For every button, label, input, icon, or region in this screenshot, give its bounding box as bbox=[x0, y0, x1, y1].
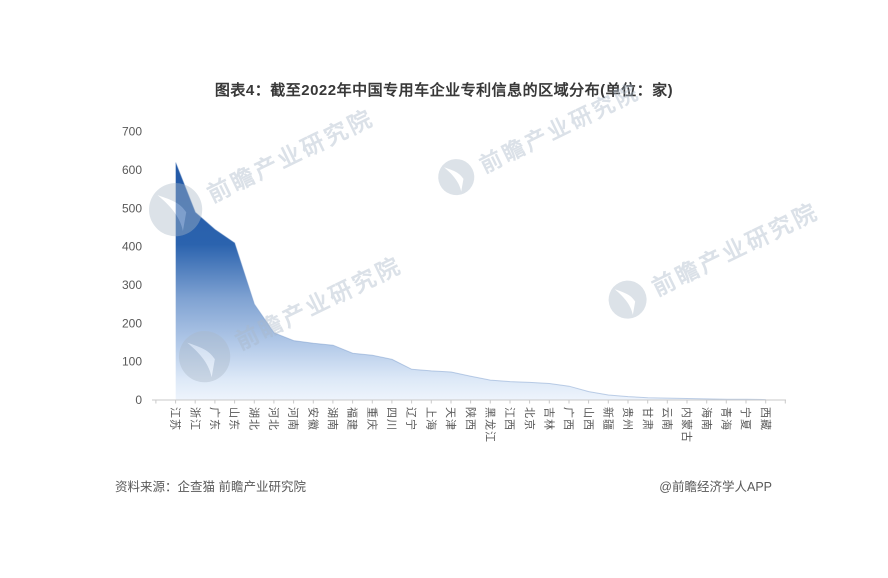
x-axis-label: 青海 bbox=[720, 407, 734, 431]
x-axis-label: 江苏 bbox=[169, 407, 182, 431]
x-axis-label: 黑龙江 bbox=[483, 407, 496, 443]
x-axis-label: 吉林 bbox=[542, 407, 556, 431]
x-axis-label: 重庆 bbox=[365, 407, 379, 431]
x-axis-label: 广东 bbox=[208, 407, 221, 431]
x-axis-label: 贵州 bbox=[621, 407, 634, 431]
x-axis-label: 山西 bbox=[582, 407, 595, 431]
x-axis-label: 河南 bbox=[287, 407, 300, 431]
chart-title: 图表4：截至2022年中国专用车企业专利信息的区域分布(单位：家) bbox=[214, 82, 674, 99]
x-axis-label: 海南 bbox=[700, 407, 714, 431]
y-axis-label: 700 bbox=[122, 125, 142, 139]
y-axis-label: 500 bbox=[122, 201, 142, 215]
area-series-fill bbox=[175, 162, 766, 400]
x-axis-label: 陕西 bbox=[464, 407, 478, 431]
x-axis-label: 西藏 bbox=[759, 407, 772, 431]
x-axis-label: 北京 bbox=[523, 407, 537, 431]
x-axis-label: 四川 bbox=[385, 407, 397, 431]
y-axis-label: 400 bbox=[122, 240, 142, 254]
x-axis-label: 甘肃 bbox=[641, 407, 654, 431]
x-axis-label: 宁夏 bbox=[739, 407, 753, 431]
y-axis-label: 300 bbox=[122, 278, 142, 292]
area-chart: 0 100 200 300 400 500 600 700 江苏 浙江 广东 山东 湖北 河北 河南 安徽 湖南… bbox=[122, 125, 786, 443]
x-axis-label: 浙江 bbox=[188, 407, 201, 431]
x-axis-label: 山东 bbox=[228, 407, 241, 431]
x-axis-label: 广西 bbox=[562, 407, 575, 431]
x-axis-label: 河北 bbox=[267, 407, 280, 431]
y-axis-label: 0 bbox=[135, 393, 142, 407]
credit-note: @前瞻经济学人APP bbox=[659, 480, 772, 494]
x-axis-label: 天津 bbox=[444, 407, 457, 431]
x-axis-label: 新疆 bbox=[601, 407, 615, 431]
source-note: 资料来源：企查猫 前瞻产业研究院 bbox=[115, 480, 306, 494]
x-axis-label: 内蒙古 bbox=[680, 407, 694, 443]
y-axis-label: 600 bbox=[122, 163, 142, 177]
area-series-line bbox=[175, 162, 766, 401]
x-axis-label: 安徽 bbox=[306, 407, 320, 431]
x-axis-label: 湖南 bbox=[326, 407, 339, 431]
x-axis-label: 云南 bbox=[661, 407, 674, 431]
x-axis-label: 上海 bbox=[424, 407, 438, 431]
x-axis-label: 湖北 bbox=[247, 407, 260, 431]
x-axis-label: 辽宁 bbox=[405, 407, 419, 431]
y-axis-label: 100 bbox=[122, 355, 142, 369]
x-axis-label: 福建 bbox=[346, 407, 360, 431]
x-axis-label: 江西 bbox=[503, 407, 516, 431]
y-axis-label: 200 bbox=[122, 316, 142, 330]
